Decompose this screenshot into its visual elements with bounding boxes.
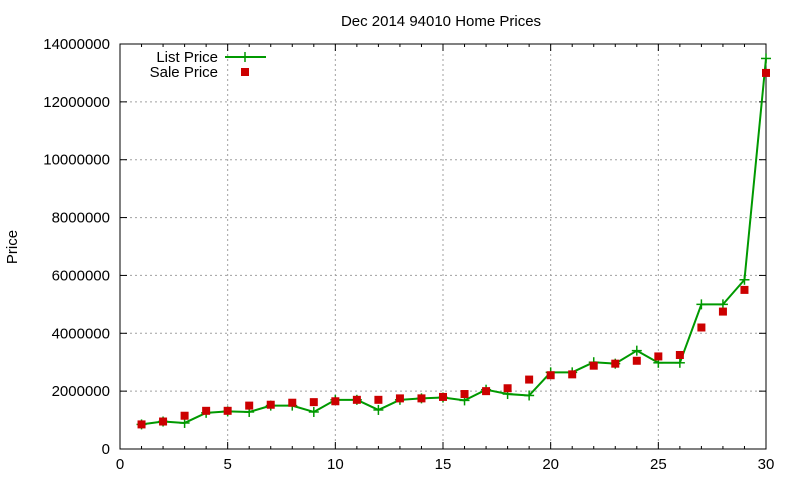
y-tick-label: 0 <box>102 441 110 458</box>
legend-square <box>241 68 249 76</box>
data-point-sale-price <box>245 401 254 410</box>
chart-title: Dec 2014 94010 Home Prices <box>341 13 541 30</box>
x-tick-label: 25 <box>650 456 667 473</box>
legend-label-list-price: List Price <box>156 49 218 66</box>
data-point-sale-price <box>288 398 297 407</box>
x-tick-label: 20 <box>542 456 559 473</box>
grid <box>120 44 766 449</box>
data-point-sale-price <box>180 411 189 420</box>
data-point-sale-price <box>718 307 727 316</box>
data-point-sale-price <box>632 356 641 365</box>
legend: List Price Sale Price <box>150 49 266 81</box>
x-tick-label: 5 <box>223 456 231 473</box>
y-tick-labels: 0 2000000 4000000 6000000 8000000 10000000 120… <box>43 36 110 458</box>
y-tick-label: 2000000 <box>52 383 110 400</box>
data-point-sale-price <box>589 361 598 370</box>
data-point-sale-price <box>611 359 620 368</box>
data-point-sale-price <box>460 390 469 399</box>
data-point-sale-price <box>266 400 275 409</box>
data-point-sale-price <box>202 406 211 415</box>
data-point-sale-price <box>740 285 749 294</box>
data-point-sale-price <box>223 406 232 415</box>
x-tick-label: 0 <box>116 456 124 473</box>
data-point-sale-price <box>331 397 340 406</box>
plot-frame <box>119 43 767 450</box>
data-point-sale-price <box>503 384 512 393</box>
legend-marker-list-price <box>240 52 250 62</box>
data-point-sale-price <box>568 370 577 379</box>
data-point-list-price <box>308 406 319 417</box>
data-point-sale-price <box>395 394 404 403</box>
y-tick-label: 10000000 <box>43 152 110 169</box>
legend-plus <box>240 52 250 62</box>
series-line-list-price <box>141 58 767 426</box>
series-list-price <box>136 53 771 430</box>
data-point-sale-price <box>374 395 383 404</box>
legend-label-sale-price: Sale Price <box>150 64 218 81</box>
data-point-list-price <box>739 274 750 285</box>
data-point-list-price <box>631 345 642 356</box>
legend-marker-sale-price <box>241 68 249 76</box>
x-tick-label: 15 <box>435 456 452 473</box>
x-tick-label: 30 <box>758 456 775 473</box>
data-point-sale-price <box>675 350 684 359</box>
data-point-sale-price <box>352 395 361 404</box>
data-point-list-price <box>524 390 535 401</box>
data-point-list-price <box>373 404 384 415</box>
data-point-sale-price <box>482 387 491 396</box>
y-tick-label: 6000000 <box>52 267 110 284</box>
y-tick-label: 4000000 <box>52 325 110 342</box>
y-tick-label: 8000000 <box>52 210 110 227</box>
series <box>136 53 771 430</box>
data-point-sale-price <box>654 352 663 361</box>
data-point-sale-price <box>417 394 426 403</box>
data-point-sale-price <box>159 417 168 426</box>
series-sale-price <box>137 68 770 429</box>
y-tick-label: 12000000 <box>43 94 110 111</box>
y-axis-label: Price <box>4 230 21 264</box>
data-point-sale-price <box>439 392 447 401</box>
data-point-sale-price <box>309 398 318 407</box>
data-point-sale-price <box>546 371 555 380</box>
data-point-list-price <box>696 299 707 310</box>
x-tick-labels: 0 5 10 15 20 25 30 <box>116 456 775 473</box>
x-tick-label: 10 <box>327 456 344 473</box>
data-point-list-price <box>761 53 771 64</box>
data-point-sale-price <box>525 375 534 384</box>
data-point-sale-price <box>762 68 770 77</box>
data-point-list-price <box>674 357 685 368</box>
y-tick-label: 14000000 <box>43 36 110 53</box>
data-point-sale-price <box>137 420 146 429</box>
data-point-sale-price <box>697 323 706 332</box>
